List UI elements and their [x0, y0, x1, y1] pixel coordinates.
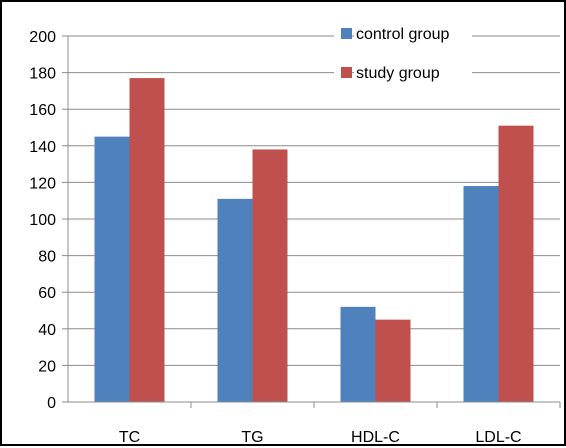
y-tick-label: 180	[29, 66, 56, 83]
x-tick-label-tg: TG	[241, 429, 263, 446]
bar-ldl-c-control-group	[463, 186, 499, 402]
x-tick-label-ldl-c: LDL-C	[475, 429, 521, 446]
bar-tg-control-group	[217, 198, 253, 402]
y-tick-label: 40	[38, 322, 56, 339]
bar-hdl-c-control-group	[340, 306, 376, 402]
legend-label-bg	[354, 62, 472, 82]
legend-label-control-group: control group	[356, 26, 449, 43]
bar-tc-control-group	[94, 136, 130, 402]
bar-ldl-c-study-group	[498, 125, 534, 403]
x-tick-labels: TC TG HDL-C LDL-C	[119, 429, 522, 446]
y-tick-label: 160	[29, 102, 56, 119]
y-tick-label: 120	[29, 175, 56, 192]
legend-swatch-study-group	[341, 67, 352, 78]
axes	[62, 35, 561, 408]
legend: control group study group	[334, 23, 472, 82]
y-tick-label: 0	[47, 395, 56, 412]
y-tick-label: 60	[38, 285, 56, 302]
y-tick-label: 200	[29, 29, 56, 46]
bar-tc-study-group	[129, 78, 165, 402]
bars	[94, 78, 534, 403]
legend-label-bg	[354, 23, 472, 43]
y-tick-labels: 0 20 40 60 80 100 120 140 160 180 200	[29, 29, 56, 412]
x-tick-label-hdl-c: HDL-C	[351, 429, 400, 446]
bar-tg-study-group	[252, 149, 288, 402]
legend-swatch-control-group	[341, 28, 352, 39]
bar-hdl-c-study-group	[375, 319, 411, 402]
y-tick-label: 80	[38, 249, 56, 266]
y-tick-label: 140	[29, 139, 56, 156]
y-tick-label: 100	[29, 212, 56, 229]
x-tick-label-tc: TC	[119, 429, 140, 446]
y-tick-label: 20	[38, 358, 56, 375]
legend-label-study-group: study group	[356, 65, 440, 82]
